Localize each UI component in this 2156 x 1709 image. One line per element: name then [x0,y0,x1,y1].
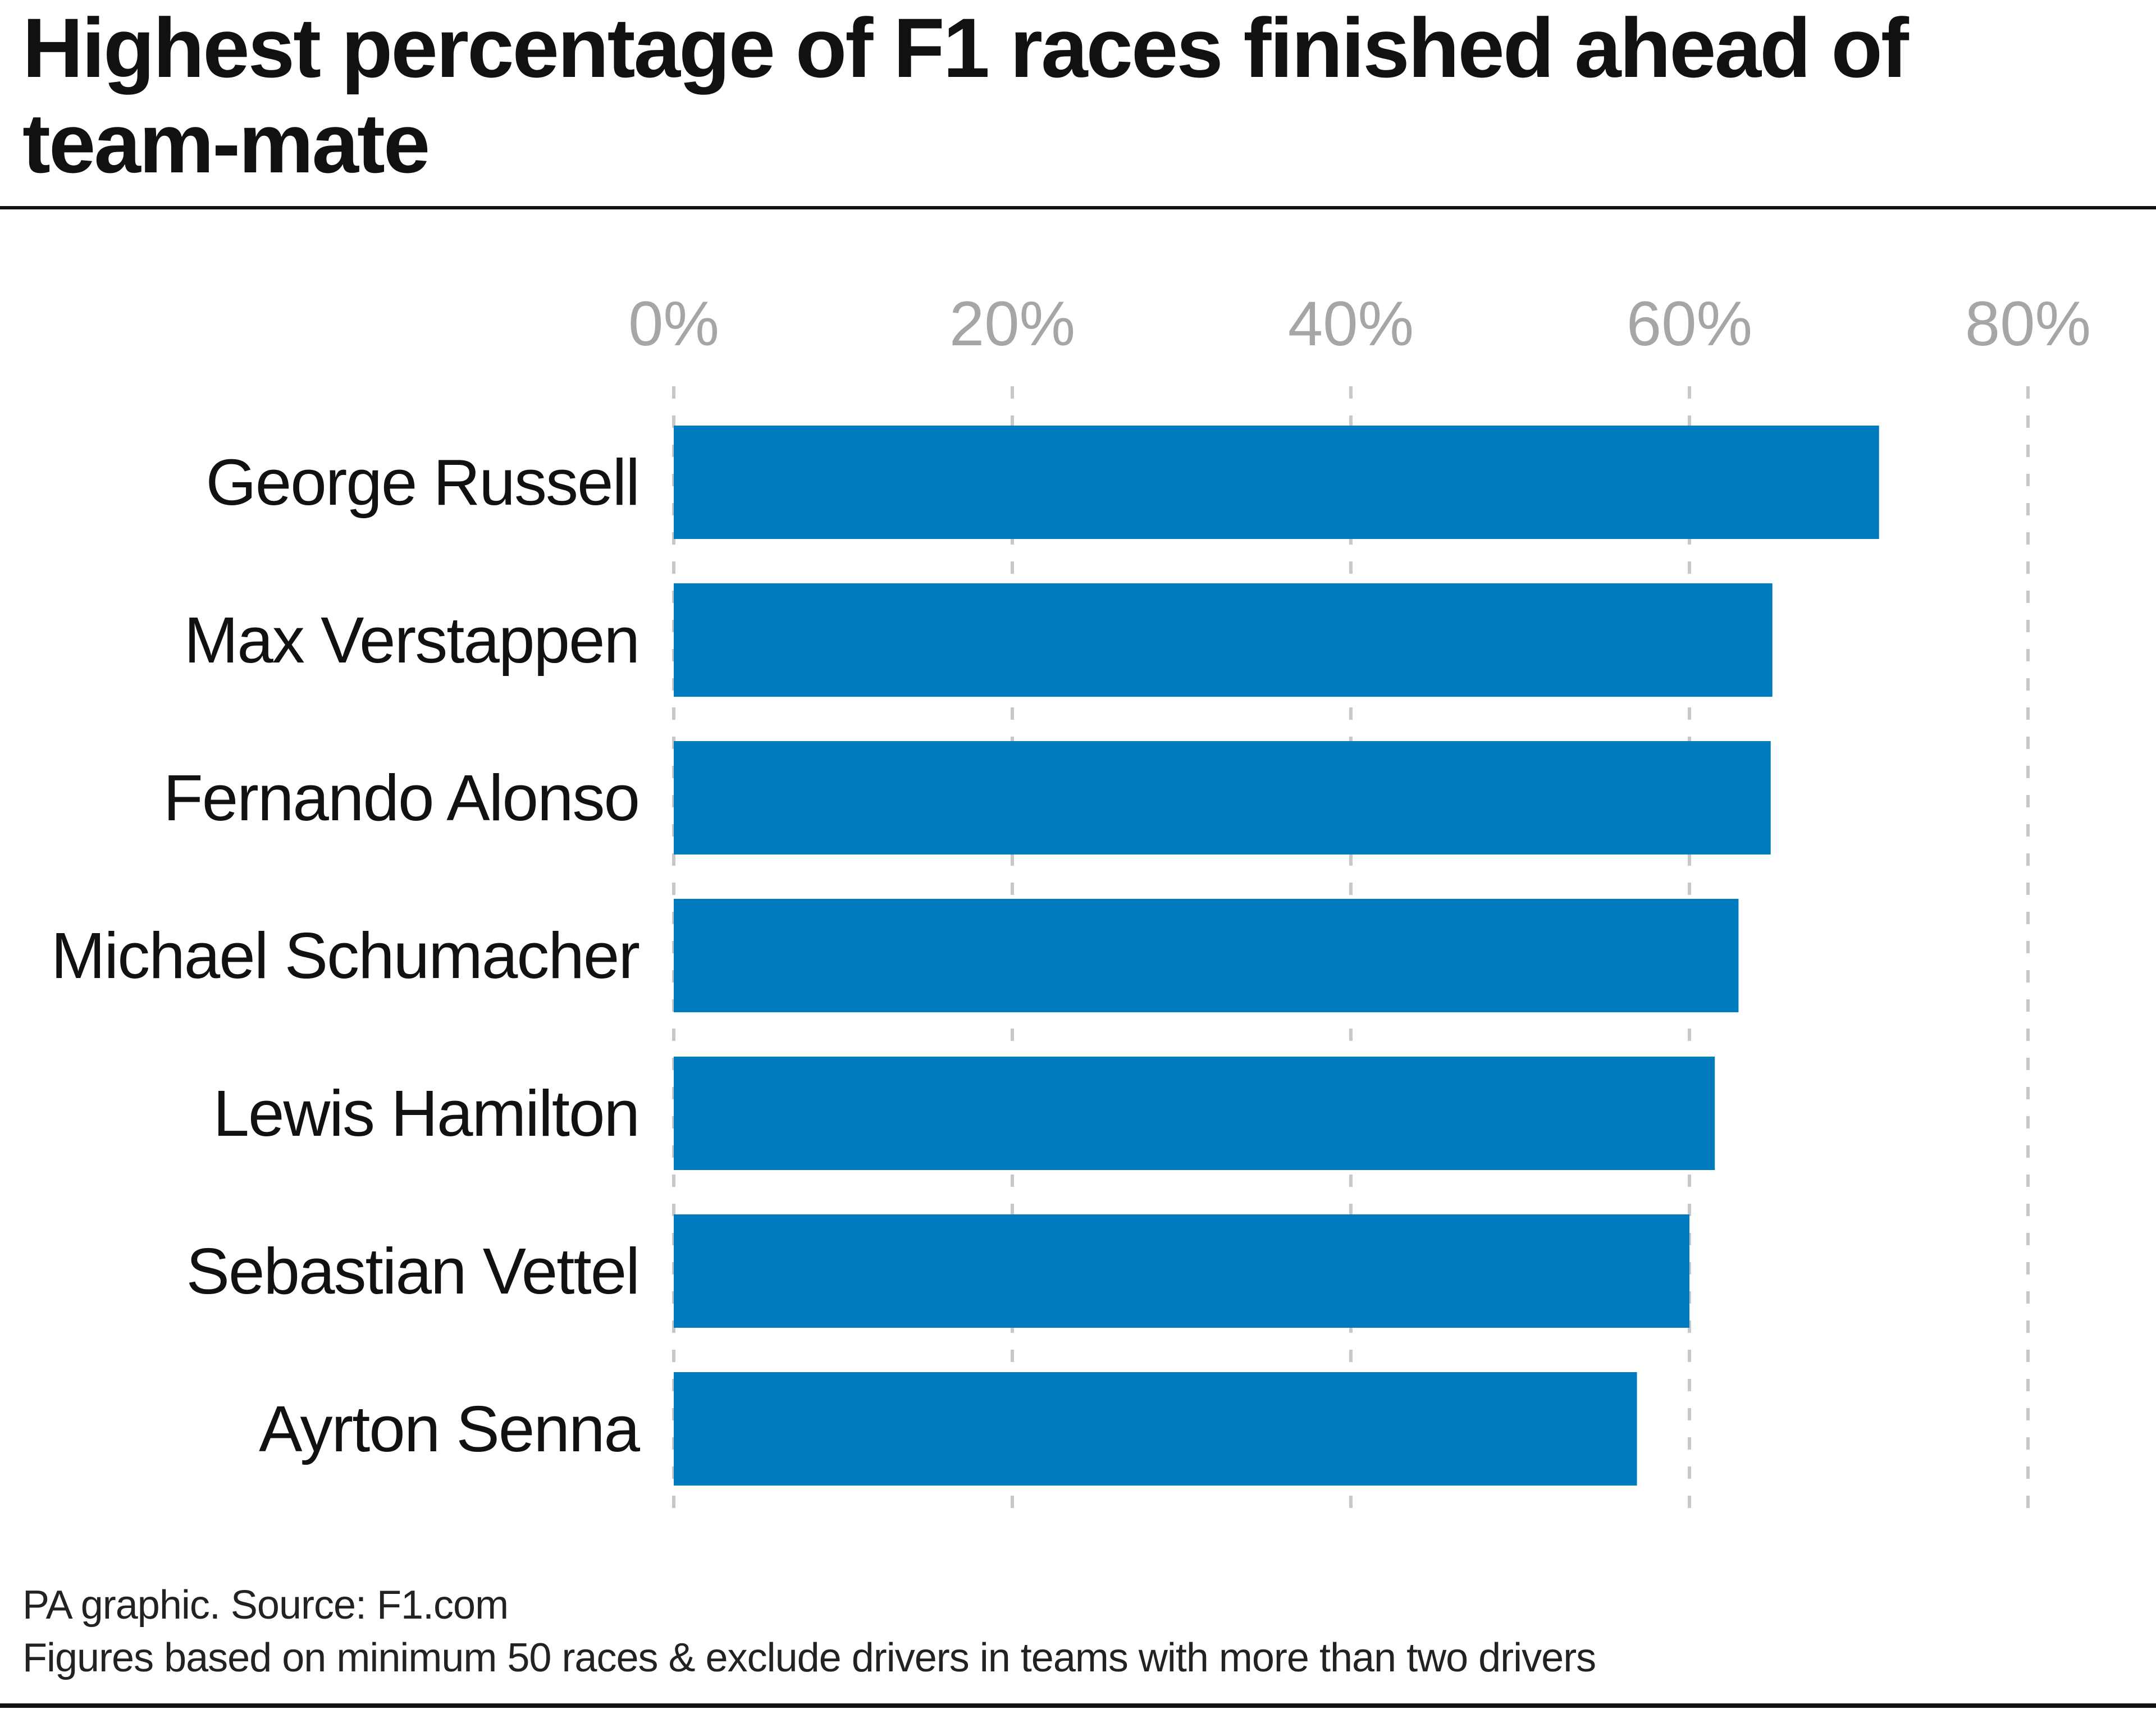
category-label: Sebastian Vettel [186,1235,639,1308]
source-note: PA graphic. Source: F1.com [22,1583,509,1628]
category-label: Lewis Hamilton [213,1077,639,1150]
bar [674,741,1771,854]
title-divider [0,206,2156,209]
bar [674,1214,1689,1328]
x-tick-label: 80% [1965,289,2091,359]
category-label: Ayrton Senna [259,1392,640,1465]
x-tick-label: 0% [628,289,719,359]
bars [674,426,1879,1486]
bar [674,1057,1715,1170]
category-label: Fernando Alonso [163,761,639,834]
category-label: Max Verstappen [184,604,639,677]
bar [674,899,1739,1012]
category-label: George Russell [206,446,639,519]
category-label: Michael Schumacher [51,919,640,992]
footer: PA graphic. Source: F1.com Figures based… [22,1579,1596,1684]
x-tick-label: 20% [949,289,1075,359]
bar [674,583,1773,697]
x-tick-label: 60% [1627,289,1752,359]
x-axis-tick-labels: 0% 20% 40% 60% 80% [628,289,2091,359]
methodology-note: Figures based on minimum 50 races & excl… [22,1635,1596,1680]
footer-divider [0,1703,2156,1708]
bar [674,1372,1637,1486]
category-labels: George Russell Max Verstappen Fernando Alo… [51,446,642,1465]
chart-title: Highest percentage of F1 races finished … [22,1,1909,190]
x-tick-label: 40% [1288,289,1414,359]
bar [674,426,1879,539]
